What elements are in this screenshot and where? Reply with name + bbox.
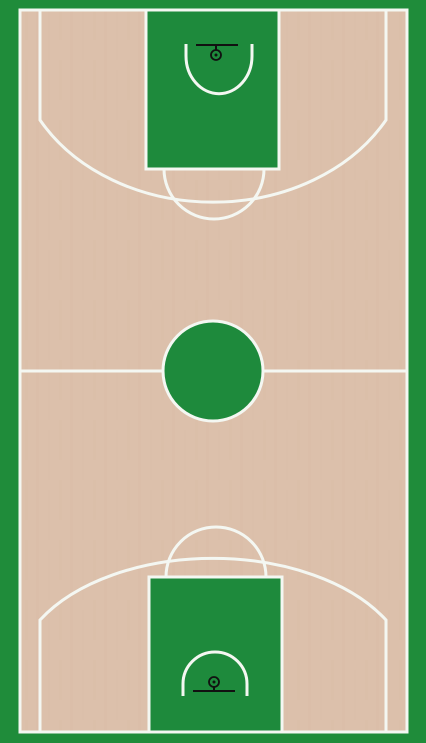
bottom-free-throw-arc [164, 525, 268, 578]
center-circle [163, 321, 263, 421]
top-paint [146, 10, 279, 169]
bottom-three-point-line [38, 556, 388, 732]
top-free-throw-arc [162, 168, 266, 221]
top-paint-line [144, 8, 281, 171]
court-lines [18, 8, 409, 734]
basket-hoop-icon [196, 44, 238, 61]
bottom-paint-line [147, 575, 284, 734]
basket-hoop-icon [193, 676, 235, 692]
top-restricted-arc [184, 44, 254, 96]
bottom-restricted-arc [181, 650, 249, 696]
bottom-paint [149, 577, 282, 732]
top-three-point-line [38, 10, 388, 204]
center-circle-line [161, 319, 265, 423]
